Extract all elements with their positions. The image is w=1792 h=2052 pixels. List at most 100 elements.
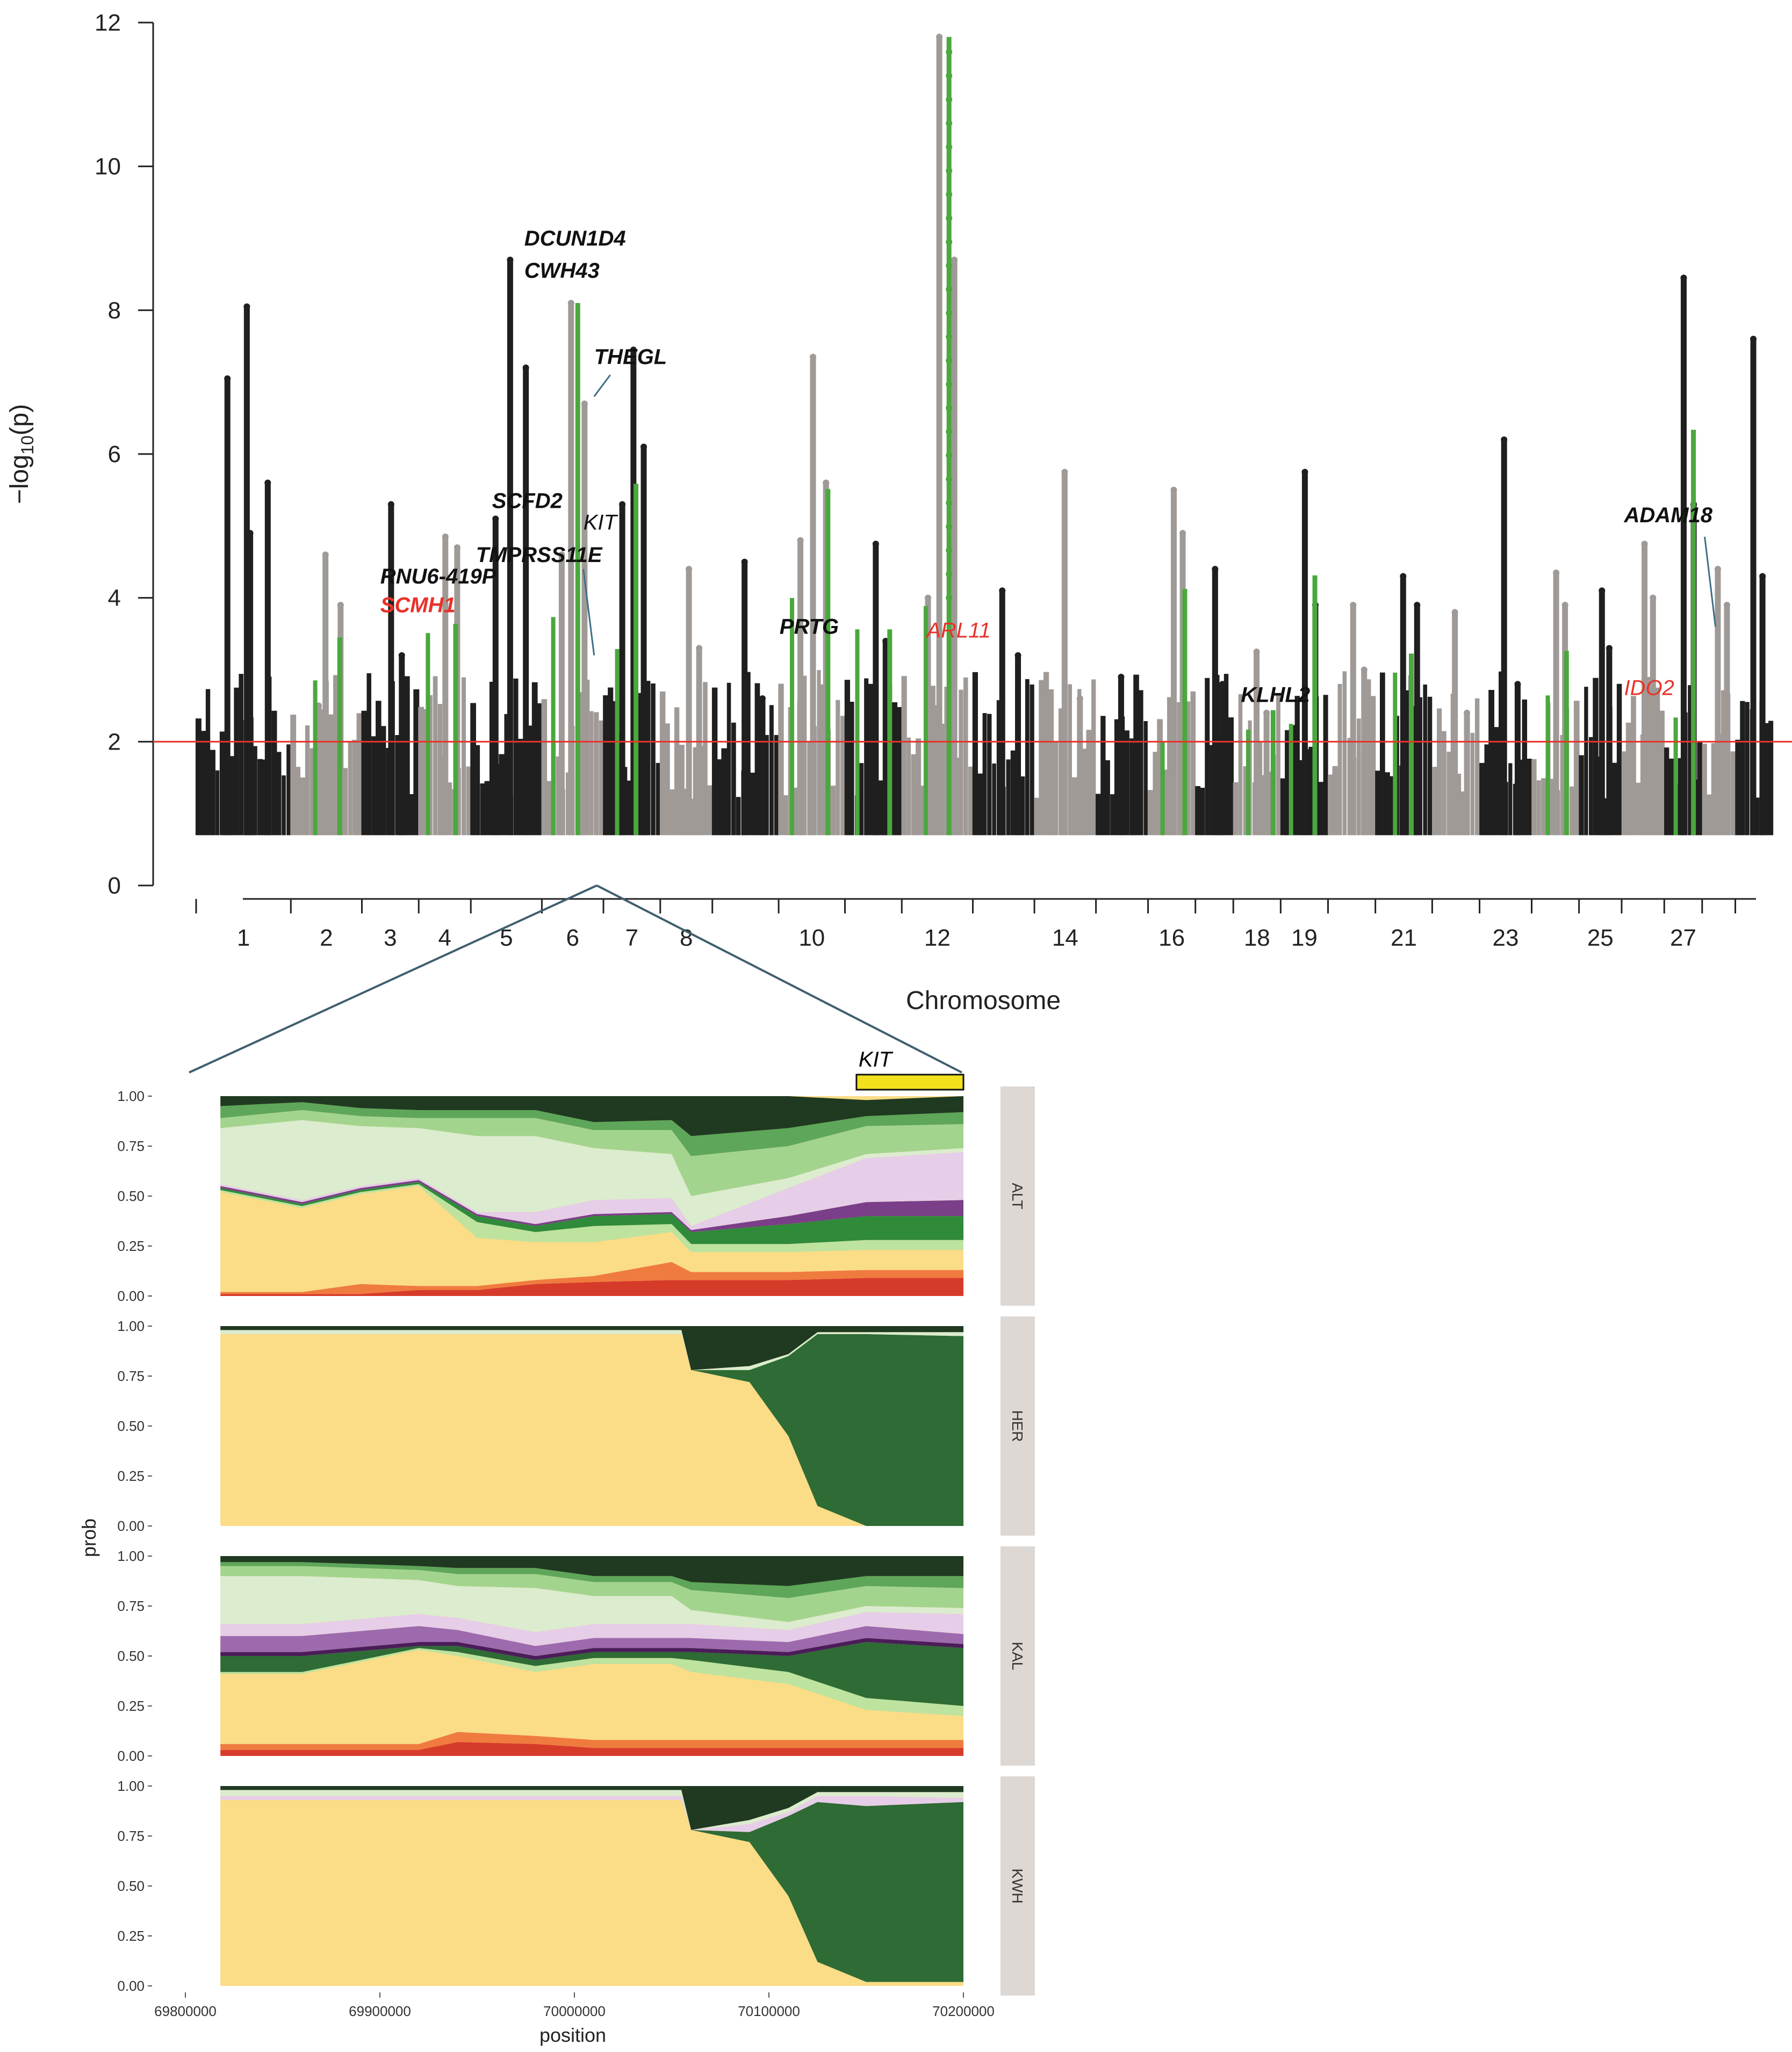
manhattan-peak-top bbox=[1750, 335, 1757, 342]
manhattan-peak-top bbox=[247, 530, 254, 537]
prob-tick-label: 0.00 bbox=[117, 1748, 145, 1764]
manhattan-peak-top bbox=[619, 501, 626, 508]
chromosome-label: 14 bbox=[1052, 925, 1078, 951]
facet-strip bbox=[1001, 1316, 1035, 1536]
manhattan-y-ticks: 0 2 4 6 8 10 12 bbox=[95, 10, 153, 899]
manhattan-peak-top bbox=[1680, 275, 1687, 282]
area-layer bbox=[220, 1562, 964, 1599]
y-tick-label: 2 bbox=[108, 729, 121, 755]
chromosome-label: 3 bbox=[384, 925, 397, 951]
manhattan-peak-top bbox=[1219, 681, 1226, 688]
manhattan-point bbox=[946, 594, 953, 601]
manhattan-peak-top bbox=[925, 594, 932, 601]
chromosome-2-points bbox=[290, 551, 363, 836]
gene-label-klhl2: KLHL2 bbox=[1241, 683, 1310, 707]
area-layer bbox=[220, 1152, 964, 1230]
manhattan-point bbox=[946, 286, 953, 293]
area-layer bbox=[220, 1648, 964, 1716]
manhattan-peak-top bbox=[558, 551, 565, 558]
manhattan-peak-top bbox=[1350, 602, 1357, 609]
y-tick-label: 10 bbox=[95, 154, 121, 180]
chromosome-23-points bbox=[1479, 436, 1532, 836]
manhattan-peak-top bbox=[1400, 573, 1407, 580]
manhattan-peak-top bbox=[640, 443, 647, 450]
chromosome-label: 27 bbox=[1670, 925, 1696, 951]
area-layer bbox=[220, 1102, 964, 1156]
gene-label-arl11: ARL11 bbox=[925, 618, 990, 642]
position-x-ticks: 69800000 69900000 70000000 70100000 70200000 bbox=[154, 1992, 995, 2019]
y-tick-label: 12 bbox=[95, 10, 121, 36]
area-layer bbox=[220, 1732, 964, 1750]
position-x-label: position bbox=[539, 2024, 606, 2046]
manhattan-peak-top bbox=[1714, 566, 1721, 573]
manhattan-point bbox=[946, 405, 953, 412]
manhattan-peak-top bbox=[1501, 436, 1508, 443]
chromosome-13-points bbox=[972, 587, 1034, 836]
gene-label-kit: KIT bbox=[584, 511, 618, 535]
chromosome-15-points bbox=[1096, 673, 1148, 836]
manhattan-point bbox=[946, 523, 953, 530]
manhattan-peak-top bbox=[1723, 602, 1730, 609]
prob-tick-label: 0.50 bbox=[117, 1648, 145, 1664]
panel-her: 0.00 0.25 0.50 0.75 1.00 HER bbox=[117, 1316, 1035, 1536]
manhattan-peak-top bbox=[872, 541, 879, 548]
area-layer bbox=[220, 1742, 964, 1756]
y-tick-label: 6 bbox=[108, 441, 121, 467]
area-layer bbox=[220, 1800, 964, 1986]
facet-strip bbox=[1001, 1086, 1035, 1306]
manhattan-point bbox=[946, 571, 953, 578]
chromosome-21-points bbox=[1375, 573, 1433, 836]
chromosome-14-points bbox=[1034, 469, 1096, 836]
gene-label-scmh1: SCMH1 bbox=[380, 593, 456, 617]
chromosome-16-points bbox=[1147, 486, 1196, 836]
manhattan-peak-top bbox=[696, 645, 703, 652]
manhattan-point bbox=[946, 96, 953, 103]
area-layer bbox=[220, 1650, 964, 1744]
manhattan-point bbox=[946, 428, 953, 435]
manhattan-x-label: Chromosome bbox=[906, 987, 1061, 1015]
manhattan-point bbox=[946, 167, 953, 174]
chromosome-1-points bbox=[195, 303, 291, 836]
facet-strip bbox=[1001, 1776, 1035, 1996]
facet-strip bbox=[1001, 1546, 1035, 1766]
gene-label-adam18: ADAM18 bbox=[1624, 503, 1713, 527]
manhattan-peak-top bbox=[507, 256, 514, 263]
position-tick-label: 70100000 bbox=[738, 2003, 800, 2019]
manhattan-peak-top bbox=[1179, 530, 1186, 537]
manhattan-peak-top bbox=[1014, 652, 1021, 659]
chromosome-label: 23 bbox=[1493, 925, 1519, 951]
facet-strip-label: ALT bbox=[1009, 1183, 1026, 1209]
gene-annotations: DCUN1D4 CWH43 THEGL SCFD2 KIT TMPRSS11ERNU6-4… bbox=[380, 227, 1717, 707]
manhattan-point bbox=[946, 120, 953, 127]
area-layer bbox=[220, 1186, 964, 1292]
manhattan-peak-top bbox=[1553, 569, 1560, 576]
chromosome-label: 25 bbox=[1587, 925, 1614, 951]
chromosome-label: 7 bbox=[625, 925, 638, 951]
chromosome-11-points bbox=[844, 541, 902, 836]
manhattan-peak-top bbox=[1759, 573, 1766, 580]
manhattan-point bbox=[946, 476, 953, 483]
prob-tick-label: 0.75 bbox=[117, 1598, 145, 1614]
chromosome-label: 4 bbox=[438, 925, 451, 951]
panel-alt: 0.00 0.25 0.50 0.75 1.00 ALT bbox=[117, 1086, 1035, 1306]
chromosome-label: 12 bbox=[924, 925, 951, 951]
zoom-line-right bbox=[596, 884, 962, 1074]
gene-label-ido2: IDO2 bbox=[1624, 676, 1674, 700]
manhattan-peak-top bbox=[759, 695, 766, 702]
manhattan-point bbox=[946, 357, 953, 364]
manhattan-peak-top bbox=[797, 537, 804, 544]
chromosome-17-points bbox=[1195, 566, 1234, 836]
manhattan-peak-top bbox=[1464, 709, 1471, 716]
manhattan-peak-top bbox=[337, 602, 344, 609]
kit-gene-label: KIT bbox=[859, 1048, 894, 1071]
chromosome-25-points bbox=[1579, 587, 1622, 836]
manhattan-peak-top bbox=[936, 33, 943, 40]
area-layer bbox=[220, 1626, 964, 1656]
manhattan-point bbox=[946, 262, 953, 269]
chromosome-29-points bbox=[1735, 335, 1774, 836]
chromosome-10-points bbox=[778, 354, 845, 836]
kit-gene-bar bbox=[855, 1074, 965, 1091]
chromosome-label: 2 bbox=[320, 925, 333, 951]
